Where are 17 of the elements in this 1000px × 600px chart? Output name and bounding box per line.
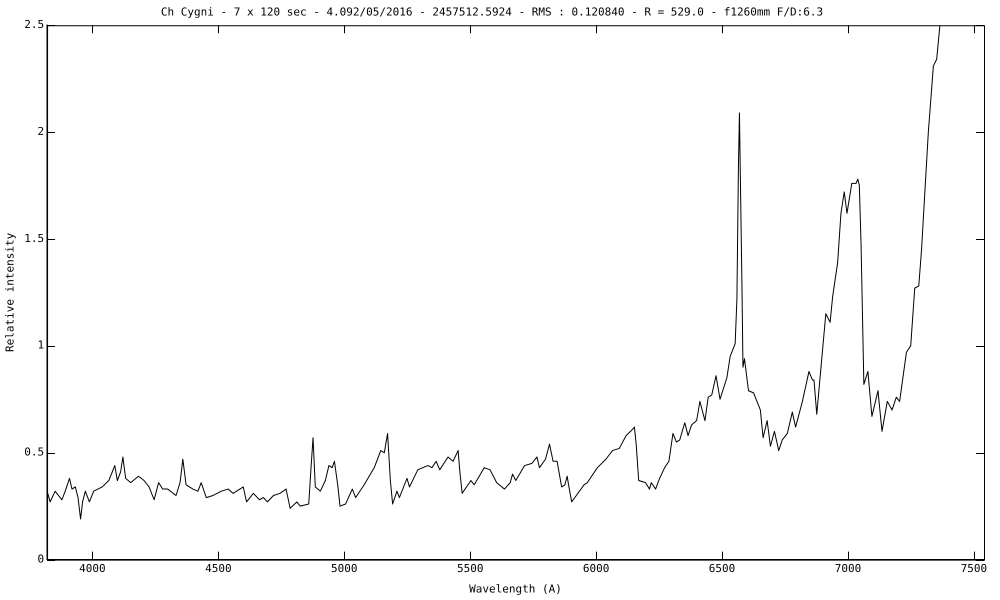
x-tick-label: 4000 [79, 562, 106, 576]
y-tick-label: 1.5 [24, 232, 44, 245]
x-tick-label: 4500 [205, 562, 232, 576]
x-tick-label: 6500 [708, 562, 736, 576]
y-tick-label: 0 [37, 552, 44, 566]
x-tick-label: 5500 [456, 562, 484, 576]
x-tick-label: 7500 [960, 562, 988, 576]
y-tick-label: 2 [37, 124, 44, 138]
x-tick-label: 7000 [834, 562, 862, 576]
chart-title: Ch Cygni - 7 x 120 sec - 4.092/05/2016 - 2457512.5924 - RMS : 0.120840 - R = 529.0 - f1260mm F/D:6.3 [160, 5, 824, 18]
x-tick-label: 6000 [582, 562, 610, 576]
x-tick-label: 5000 [331, 562, 358, 576]
y-tick-label: 1 [37, 338, 44, 352]
x-axis-title: Wavelength (A) [469, 582, 562, 596]
y-tick-label: 0.5 [24, 446, 44, 459]
y-tick-label: 2.5 [24, 18, 44, 32]
y-axis-title: Relative intensity [3, 232, 16, 352]
